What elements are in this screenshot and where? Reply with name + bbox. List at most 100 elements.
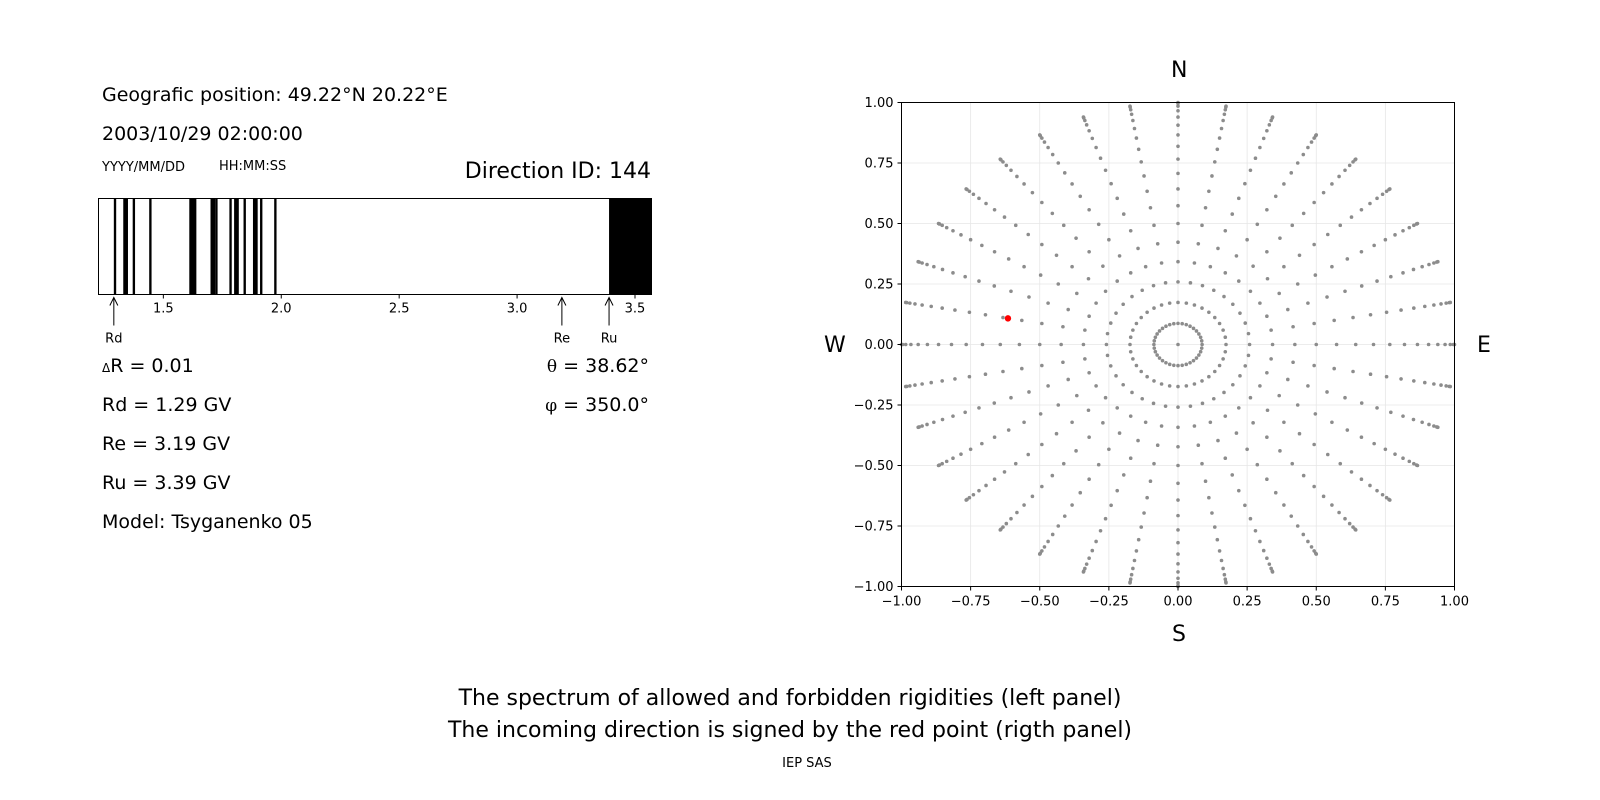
direction-point xyxy=(1261,136,1266,141)
direction-point xyxy=(1109,181,1113,186)
direction-point xyxy=(1383,237,1388,242)
direction-point xyxy=(1415,342,1420,347)
direction-point xyxy=(1136,537,1141,542)
direction-point xyxy=(1321,190,1326,195)
direction-point xyxy=(1222,112,1227,117)
direction-point xyxy=(1314,552,1319,556)
direction-point xyxy=(1375,279,1379,283)
direction-point xyxy=(1269,328,1273,332)
direction-point xyxy=(1273,490,1278,495)
direction-point xyxy=(1164,360,1168,365)
direction-point xyxy=(1128,414,1133,418)
direction-point xyxy=(1134,363,1139,368)
direction-point xyxy=(1090,548,1095,553)
direction-point xyxy=(1321,494,1326,499)
direction-point xyxy=(1037,552,1042,556)
direction-point xyxy=(1261,548,1266,553)
direction-point xyxy=(1330,182,1334,186)
delta-symbol: Δ xyxy=(102,361,111,375)
compass-east-label: E xyxy=(1477,333,1491,358)
direction-point xyxy=(1224,342,1228,347)
direction-point xyxy=(1330,420,1334,425)
direction-point xyxy=(1221,118,1225,123)
direction-point xyxy=(1265,276,1270,281)
direction-point xyxy=(1128,271,1133,275)
direction-point xyxy=(1184,384,1189,388)
direction-point xyxy=(1101,421,1105,425)
direction-point xyxy=(1427,422,1431,427)
direction-point xyxy=(1164,324,1168,329)
direction-point xyxy=(1349,470,1354,474)
direction-point xyxy=(1375,406,1379,410)
scatter-x-tick-label: −0.50 xyxy=(1020,595,1060,610)
direction-point xyxy=(1083,328,1087,332)
direction-point xyxy=(1420,420,1424,425)
direction-point xyxy=(1258,384,1262,388)
direction-point xyxy=(1188,404,1193,408)
direction-point xyxy=(1121,473,1126,477)
direction-point xyxy=(1176,570,1180,574)
direction-point xyxy=(983,372,988,377)
direction-point xyxy=(1207,310,1211,315)
direction-point xyxy=(1155,353,1159,357)
direction-point xyxy=(1412,306,1416,310)
direction-point xyxy=(1098,528,1103,533)
direction-point xyxy=(1017,342,1022,347)
direction-point xyxy=(1217,363,1222,368)
direction-point xyxy=(1152,379,1156,383)
direction-point xyxy=(1098,156,1103,161)
direction-point xyxy=(1313,273,1318,277)
direction-point xyxy=(1330,503,1334,507)
direction-point xyxy=(1432,303,1436,307)
forbidden-band xyxy=(229,198,232,295)
direction-point xyxy=(1130,390,1134,395)
direction-point xyxy=(1037,342,1042,347)
direction-point xyxy=(1246,331,1251,336)
marker-label: Re xyxy=(554,332,570,347)
direction-point xyxy=(1139,525,1144,529)
direction-point xyxy=(1128,228,1133,233)
direction-point xyxy=(1301,211,1306,216)
direction-point xyxy=(1103,516,1108,521)
direction-point xyxy=(1243,321,1248,325)
direction-point xyxy=(1128,577,1133,582)
direction-point xyxy=(1295,403,1300,407)
direction-point xyxy=(1002,215,1007,219)
direction-point xyxy=(1117,254,1122,258)
direction-point xyxy=(1001,369,1005,374)
direction-point xyxy=(1210,174,1214,178)
forbidden-band xyxy=(210,198,216,295)
direction-point xyxy=(963,410,967,415)
direction-point xyxy=(1448,300,1453,305)
direction-point xyxy=(1384,374,1389,379)
direction-point xyxy=(1368,312,1373,317)
direction-point xyxy=(1176,342,1180,347)
direction-point xyxy=(1415,463,1420,468)
direction-point xyxy=(1109,503,1113,508)
direction-point xyxy=(1289,171,1294,175)
scatter-x-tick-label: −1.00 xyxy=(882,595,922,610)
direction-point xyxy=(1196,443,1201,448)
direction-point xyxy=(1224,104,1228,108)
direction-point xyxy=(1267,562,1272,566)
direction-point xyxy=(908,301,912,305)
direction-point xyxy=(1301,473,1306,478)
direction-point xyxy=(1155,443,1160,448)
direction-point xyxy=(1448,384,1453,389)
direction-point xyxy=(1084,562,1089,566)
direction-point xyxy=(1194,356,1199,360)
direction-point xyxy=(1160,326,1165,331)
direction-point xyxy=(1359,477,1364,482)
direction-point xyxy=(964,187,968,191)
direction-point xyxy=(1295,161,1300,165)
direction-point xyxy=(1139,369,1144,374)
direction-point xyxy=(1306,301,1310,305)
direction-point xyxy=(1176,540,1180,545)
direction-point xyxy=(1223,228,1228,233)
direction-point xyxy=(1401,271,1405,275)
direction-point xyxy=(1114,311,1118,315)
direction-scatter-chart: −1.00 −0.75 −0.50 −0.25 0.00 0.25 0.50 0.75 1.00… xyxy=(854,96,1469,610)
direction-point xyxy=(1104,342,1109,347)
direction-point xyxy=(1101,264,1105,268)
direction-point xyxy=(953,377,957,381)
